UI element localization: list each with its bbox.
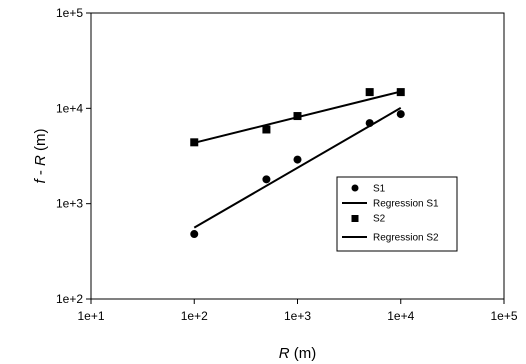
x-axis-title-unit: (m) bbox=[290, 345, 317, 362]
y-axis-title: f - R (m) bbox=[32, 128, 49, 183]
y-axis-title-f: f bbox=[32, 178, 49, 184]
x-axis-title: R (m) bbox=[279, 345, 317, 362]
y-axis-title-unit: (m) bbox=[32, 128, 49, 155]
s1-point bbox=[262, 175, 271, 184]
x-tick-label: 1e+3 bbox=[284, 309, 311, 323]
legend-s1-marker bbox=[351, 184, 359, 192]
data-marks bbox=[190, 88, 405, 239]
x-tick-label: 1e+4 bbox=[387, 309, 414, 323]
legend-s2-label: S2 bbox=[373, 214, 386, 225]
legend: S1 Regression S1 S2 Regression S2 bbox=[336, 176, 458, 252]
regression-line-s1 bbox=[193, 107, 402, 229]
y-tick-label: 1e+3 bbox=[56, 197, 83, 211]
legend-regression-s1-label: Regression S1 bbox=[373, 199, 439, 210]
y-tick-label: 1e+4 bbox=[56, 101, 83, 115]
legend-s2-marker bbox=[351, 215, 359, 222]
s2-point bbox=[262, 125, 271, 134]
axis-ticks: 1e+1 1e+2 1e+3 1e+4 1e+5 1e+2 1e+3 1e+4 1e+5 bbox=[56, 6, 518, 323]
s1-point bbox=[396, 110, 405, 119]
x-tick-label: 1e+5 bbox=[490, 309, 517, 323]
regression-line-s2 bbox=[194, 90, 401, 144]
s2-point bbox=[293, 112, 302, 121]
y-tick-label: 1e+5 bbox=[56, 6, 83, 20]
y-axis-title-minus: - bbox=[32, 166, 49, 179]
s2-point bbox=[365, 88, 374, 97]
x-axis-title-italic: R bbox=[279, 345, 290, 362]
legend-regression-s2-label: Regression S2 bbox=[373, 233, 439, 244]
legend-s1-label: S1 bbox=[373, 184, 386, 195]
s1-point bbox=[190, 230, 199, 239]
s1-point bbox=[293, 155, 302, 164]
y-tick-label: 1e+2 bbox=[56, 292, 83, 306]
x-tick-label: 1e+2 bbox=[181, 309, 208, 323]
x-tick-label: 1e+1 bbox=[77, 309, 104, 323]
y-axis-title-r: R bbox=[32, 155, 49, 166]
